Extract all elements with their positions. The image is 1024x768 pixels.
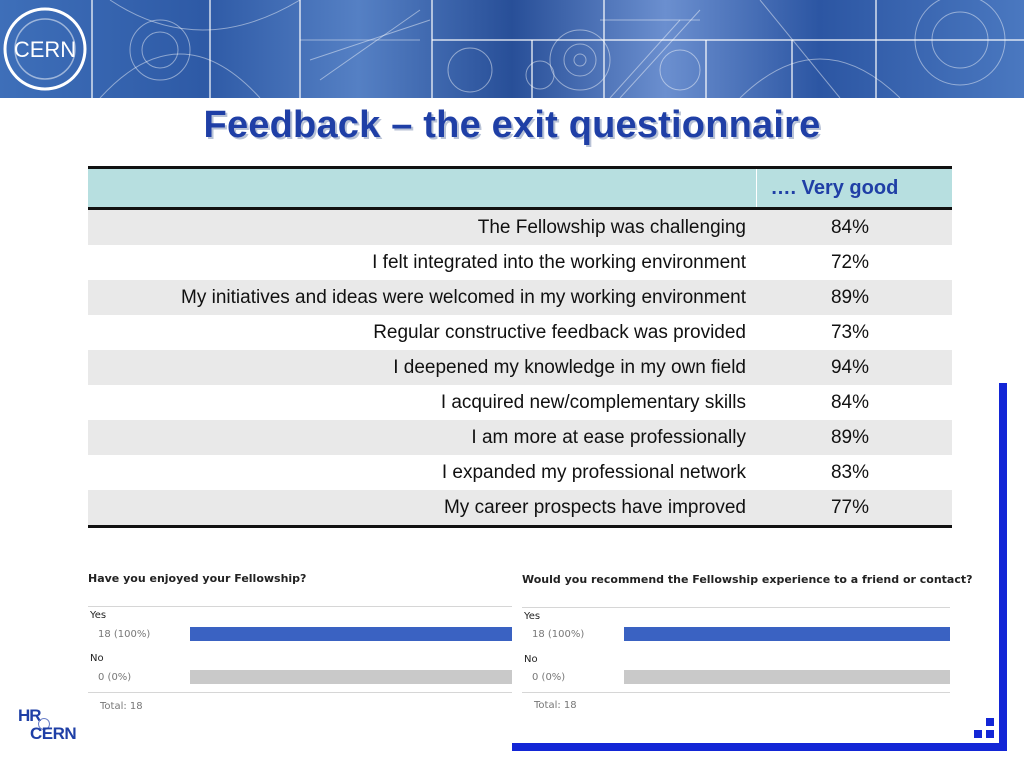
percentage-cell: 89%	[830, 427, 870, 448]
corner-square-icon	[986, 718, 994, 726]
frame-vertical-bar	[999, 383, 1007, 751]
statement-cell: My initiatives and ideas were welcomed i…	[181, 287, 746, 308]
option-yes-bar	[624, 627, 950, 641]
statement-cell: The Fellowship was challenging	[477, 217, 746, 238]
statement-cell: I felt integrated into the working envir…	[372, 252, 746, 273]
statement-cell: Regular constructive feedback was provid…	[373, 322, 746, 343]
percentage-cell: 84%	[830, 217, 870, 238]
option-no-label: No	[524, 654, 538, 665]
option-yes-label: Yes	[524, 611, 541, 622]
table-row: I am more at ease professionally 89%	[88, 420, 952, 455]
option-no-count: 0 (0%)	[532, 672, 566, 683]
hr-cern-logo: HR CERN	[16, 706, 82, 746]
table-row: The Fellowship was challenging 84%	[88, 208, 952, 245]
option-no-bar	[624, 670, 950, 684]
statement-cell: I deepened my knowledge in my own field	[393, 357, 746, 378]
poll-enjoyed-fellowship: Have you enjoyed your Fellowship? Yes 18…	[88, 572, 512, 720]
table-row: I expanded my professional network 83%	[88, 455, 952, 490]
option-no-bar	[190, 670, 512, 684]
feedback-table: …. Very good The Fellowship was challeng…	[88, 166, 952, 528]
cern-logo-text: CERN	[30, 724, 77, 743]
option-yes-count: 18 (100%)	[532, 629, 585, 640]
frame-horizontal-bar	[512, 743, 1007, 751]
percentage-cell: 84%	[830, 392, 870, 413]
cern-logo: CERN	[2, 6, 88, 92]
statement-column-header	[88, 166, 756, 210]
header-banner: CERN	[0, 0, 1024, 98]
poll-question: Would you recommend the Fellowship exper…	[522, 573, 973, 586]
option-yes-count: 18 (100%)	[98, 629, 151, 640]
statement-cell: My career prospects have improved	[88, 490, 756, 528]
poll-total: Total: 18	[534, 700, 577, 711]
statement-cell: I acquired new/complementary skills	[440, 392, 746, 413]
svg-text:CERN: CERN	[14, 37, 76, 62]
table-header-row: …. Very good	[88, 166, 952, 210]
table-row: Regular constructive feedback was provid…	[88, 315, 952, 350]
table-row: I acquired new/complementary skills 84%	[88, 385, 952, 420]
page-title: Feedback – the exit questionnaire	[203, 104, 821, 146]
poll-total: Total: 18	[100, 701, 143, 712]
poll-recommend-fellowship: Would you recommend the Fellowship exper…	[522, 573, 973, 721]
cern-logo-icon: CERN	[3, 7, 87, 91]
poll-divider	[88, 692, 512, 693]
percentage-cell: 73%	[830, 322, 870, 343]
corner-square-icon	[986, 730, 994, 738]
table-row: My career prospects have improved 77%	[88, 490, 952, 528]
option-no-count: 0 (0%)	[98, 672, 132, 683]
percentage-cell: 89%	[830, 287, 870, 308]
table-row: I deepened my knowledge in my own field …	[88, 350, 952, 385]
percentage-cell: 72%	[830, 252, 870, 273]
option-yes-bar	[190, 627, 512, 641]
percentage-cell: 83%	[830, 462, 870, 483]
statement-cell: I am more at ease professionally	[471, 427, 746, 448]
poll-question: Have you enjoyed your Fellowship?	[88, 572, 307, 585]
poll-divider	[522, 692, 950, 693]
very-good-column-header: …. Very good	[755, 166, 952, 210]
option-no-label: No	[90, 653, 104, 664]
percentage-cell: 94%	[830, 357, 870, 378]
statement-cell: I expanded my professional network	[441, 462, 746, 483]
table-row: I felt integrated into the working envir…	[88, 245, 952, 280]
poll-divider	[522, 607, 950, 608]
at-icon	[38, 718, 50, 730]
hr-logo-text: HR	[18, 706, 42, 725]
poll-divider	[88, 606, 512, 607]
percentage-cell: 77%	[756, 490, 952, 528]
banner-decor	[91, 0, 1024, 98]
corner-square-icon	[974, 730, 982, 738]
table-row: My initiatives and ideas were welcomed i…	[88, 280, 952, 315]
option-yes-label: Yes	[90, 610, 107, 621]
